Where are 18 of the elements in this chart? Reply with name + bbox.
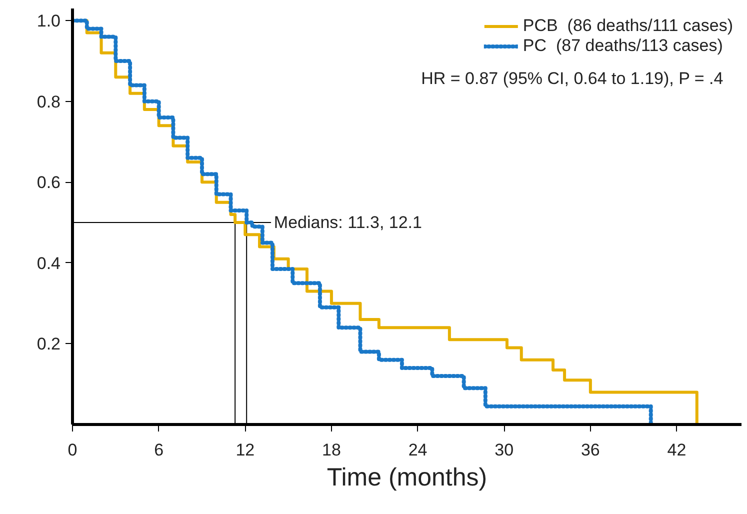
y-tick-label: 0.6 (36, 173, 61, 192)
y-tick-label: 1.0 (36, 12, 61, 31)
x-tick-label: 36 (580, 440, 600, 460)
x-tick-label: 6 (154, 440, 164, 460)
x-tick-label: 30 (494, 440, 514, 460)
y-tick-label: 0.4 (36, 254, 61, 273)
y-tick-label: 0.8 (36, 92, 61, 112)
x-axis-title: Time (months) (326, 464, 488, 492)
x-tick-label: 24 (408, 440, 428, 460)
y-tick-label: 0.2 (36, 334, 61, 354)
legend-label: PCB (86 deaths/111 cases) (522, 16, 733, 36)
x-tick-label: 18 (322, 440, 341, 460)
annotation: Medians: 11.3, 12.1 (274, 213, 422, 232)
annotation: HR = 0.87 (95% CI, 0.64 to 1.19), P = .4 (421, 69, 724, 88)
x-tick-label: 42 (667, 440, 686, 460)
legend-label: PC (87 deaths/113 cases) (522, 36, 723, 56)
x-tick-label: 0 (68, 440, 78, 460)
x-tick-label: 12 (236, 440, 255, 460)
